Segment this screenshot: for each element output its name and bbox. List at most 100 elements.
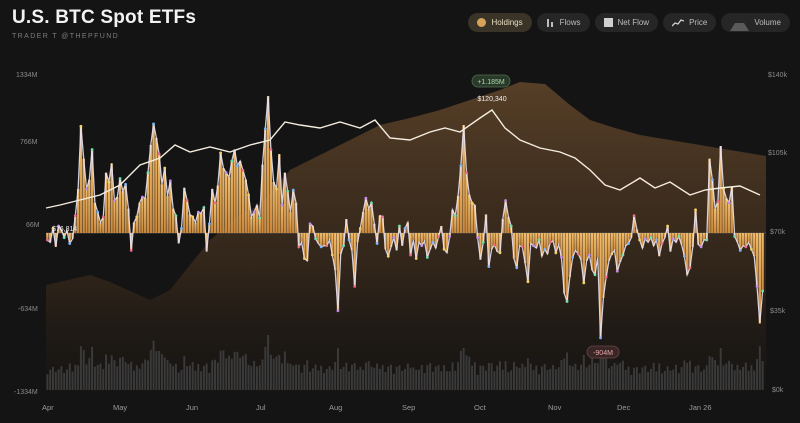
net-flow-point	[453, 214, 457, 218]
flow-bar	[523, 233, 527, 264]
volume-bar	[619, 363, 622, 390]
volume-bar	[200, 371, 203, 390]
volume-bar	[395, 366, 398, 390]
net-flow-toggle-label: Net Flow	[617, 18, 650, 27]
volume-bar	[57, 369, 60, 390]
volume-bar	[303, 364, 306, 390]
flow-bar	[688, 233, 692, 268]
flow-bar	[250, 216, 253, 233]
net-flow-point	[655, 238, 658, 242]
net-flow-point	[57, 224, 60, 228]
volume-bar	[295, 364, 298, 390]
flow-bar	[93, 202, 97, 233]
volume-bar	[490, 363, 493, 390]
net-flow-point	[280, 203, 284, 207]
flow-bar	[88, 179, 91, 233]
net-flow-point	[615, 269, 619, 273]
flow-bar	[278, 154, 281, 233]
volume-toggle[interactable]: Volume	[721, 13, 790, 32]
net-flow-point	[157, 152, 161, 156]
price-toggle[interactable]: Price	[663, 13, 717, 32]
net-flow-point	[442, 247, 446, 251]
flow-bar	[702, 233, 706, 240]
flow-bar	[333, 233, 337, 271]
flow-bar	[750, 233, 753, 250]
net-flow-point	[46, 238, 49, 242]
flow-bar	[328, 233, 331, 240]
volume-bar	[518, 367, 521, 390]
volume-bar	[236, 351, 239, 390]
net-flow-point	[403, 226, 407, 230]
volume-bar	[515, 366, 518, 390]
net-flow-point	[308, 222, 312, 226]
net-flow-point	[425, 255, 429, 259]
net-flow-point	[431, 240, 435, 244]
net-flow-point	[509, 224, 513, 228]
x-tick-label: Jul	[256, 403, 266, 412]
net-flow-toggle[interactable]: Net Flow	[594, 13, 659, 32]
volume-bar	[652, 362, 655, 390]
volume-bar	[423, 373, 426, 390]
flow-bar	[280, 205, 284, 233]
volume-bar	[655, 371, 658, 390]
flows-toggle[interactable]: Flows	[536, 13, 590, 32]
volume-bar	[74, 364, 77, 390]
volume-bar	[367, 361, 370, 390]
flow-bar	[454, 215, 457, 233]
volume-bar	[107, 363, 110, 390]
volume-bar	[616, 364, 619, 390]
volume-bar	[512, 361, 515, 390]
volume-bar	[714, 360, 717, 390]
volume-bar	[412, 367, 415, 390]
volume-bar	[507, 372, 510, 390]
flow-bar	[378, 215, 382, 233]
flow-bar	[708, 158, 711, 233]
volume-bar	[306, 360, 309, 390]
flow-bar	[624, 233, 627, 246]
volume-bar	[71, 371, 74, 390]
volume-toggle-label: Volume	[754, 18, 781, 27]
flow-bar	[219, 152, 222, 233]
flow-bar	[741, 233, 745, 246]
holdings-toggle[interactable]: Holdings	[468, 13, 532, 32]
net-flow-point	[632, 214, 636, 218]
page-title: U.S. BTC Spot ETFs	[12, 7, 197, 28]
flow-bar	[155, 137, 158, 233]
volume-bar	[485, 370, 487, 390]
flow-bar	[638, 233, 641, 240]
net-flow-point	[638, 238, 642, 242]
flow-bar	[571, 233, 574, 258]
flow-bar	[266, 96, 270, 234]
net-flow-point	[275, 187, 278, 191]
volume-bar	[208, 372, 211, 390]
volume-bar	[482, 365, 485, 390]
volume-bar	[390, 364, 393, 390]
net-flow-point	[113, 199, 116, 202]
flow-bar	[677, 233, 680, 237]
flow-bar	[722, 188, 725, 233]
volume-bar	[163, 357, 166, 390]
volume-bar	[599, 350, 602, 390]
volume-bar	[149, 349, 152, 390]
volume-bar	[493, 371, 496, 390]
net-flow-point	[465, 171, 468, 175]
flow-bar	[574, 233, 577, 251]
volume-bar	[725, 363, 728, 390]
net-flow-point	[677, 235, 681, 238]
volume-bar	[417, 369, 420, 390]
flow-bar	[412, 233, 415, 240]
volume-bar	[448, 371, 451, 390]
flow-bar	[549, 233, 552, 243]
y-right-tick-label: $105k	[768, 150, 788, 157]
volume-bar	[102, 369, 105, 390]
net-flow-point	[571, 255, 575, 259]
flow-bar	[604, 233, 608, 278]
flow-bar	[135, 216, 138, 233]
flow-bar	[649, 233, 653, 238]
flow-bar	[582, 233, 585, 283]
volume-bar	[686, 362, 689, 390]
flow-bar	[529, 233, 532, 244]
volume-bar	[82, 350, 85, 390]
net-flow-point	[370, 201, 373, 205]
volume-bar	[613, 362, 616, 390]
